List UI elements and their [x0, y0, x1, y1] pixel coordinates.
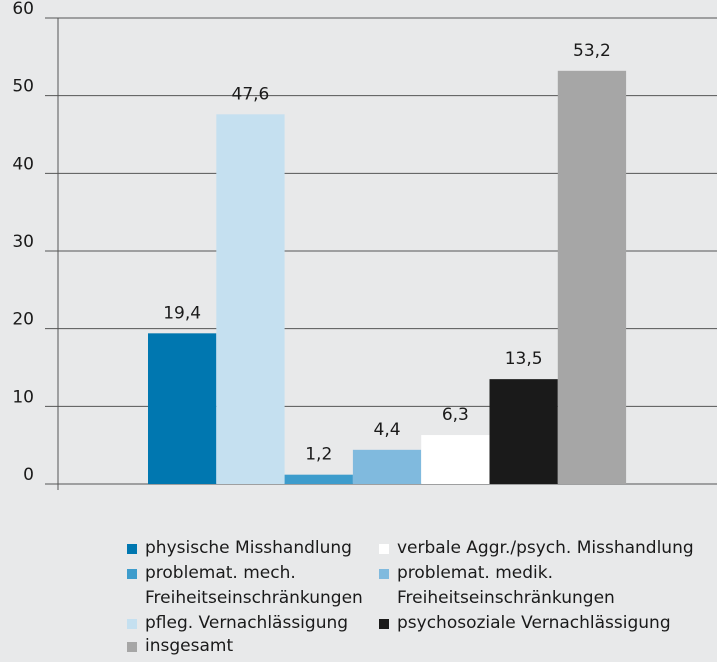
- y-tick-label: 40: [12, 154, 34, 174]
- legend-label: problemat. mech. Freiheitseinschränkunge…: [145, 563, 363, 608]
- data-label: 47,6: [232, 84, 270, 104]
- legend-item: problemat. mech. Freiheitseinschränkunge…: [127, 561, 380, 611]
- legend-swatch: [127, 619, 137, 629]
- legend-swatch: [379, 569, 389, 579]
- data-label: 1,2: [305, 445, 332, 465]
- chart: 0 10 20 30 40 50 60 19,4 47,6 1,2 4,4 6,3 13,5 53,2: [12, 0, 717, 490]
- bar: [489, 379, 558, 484]
- legend-label: problemat. medik. Freiheitseinschränkung…: [397, 563, 615, 608]
- bar: [352, 449, 422, 484]
- legend-swatch: [127, 544, 137, 554]
- bar: [284, 474, 353, 484]
- legend-swatch: [127, 569, 137, 579]
- y-tick-label: 0: [23, 465, 34, 485]
- legend-item: insgesamt: [127, 634, 234, 659]
- data-label: 13,5: [505, 349, 543, 369]
- legend-item: physische Misshandlung: [127, 536, 352, 561]
- legend-label: psychosoziale Vernachlässigung: [397, 613, 671, 633]
- data-label: 4,4: [374, 420, 401, 440]
- legend-label: pfleg. Vernachlässigung: [145, 613, 349, 633]
- bar: [148, 333, 217, 484]
- legend-item: pfleg. Vernachlässigung: [127, 611, 349, 636]
- bar: [421, 435, 490, 484]
- legend-swatch: [127, 642, 137, 652]
- y-tick-label: 60: [12, 0, 34, 19]
- legend-label: insgesamt: [145, 636, 234, 656]
- data-label: 6,3: [442, 405, 469, 425]
- y-tick-label: 50: [12, 77, 34, 97]
- legend-swatch: [379, 544, 389, 554]
- data-label: 53,2: [573, 41, 611, 61]
- legend-swatch: [379, 619, 389, 629]
- legend-item: psychosoziale Vernachlässigung: [379, 611, 671, 636]
- y-tick-label: 30: [12, 232, 34, 252]
- bar: [216, 114, 285, 484]
- legend-item: problemat. medik. Freiheitseinschränkung…: [379, 561, 632, 611]
- data-label: 19,4: [163, 303, 201, 323]
- legend-label: verbale Aggr./psych. Misshandlung: [397, 538, 694, 558]
- legend-label: physische Misshandlung: [145, 538, 352, 558]
- y-tick-label: 10: [12, 387, 34, 407]
- legend-item: verbale Aggr./psych. Misshandlung: [379, 536, 694, 561]
- bar: [557, 70, 627, 485]
- y-tick-label: 20: [12, 310, 34, 330]
